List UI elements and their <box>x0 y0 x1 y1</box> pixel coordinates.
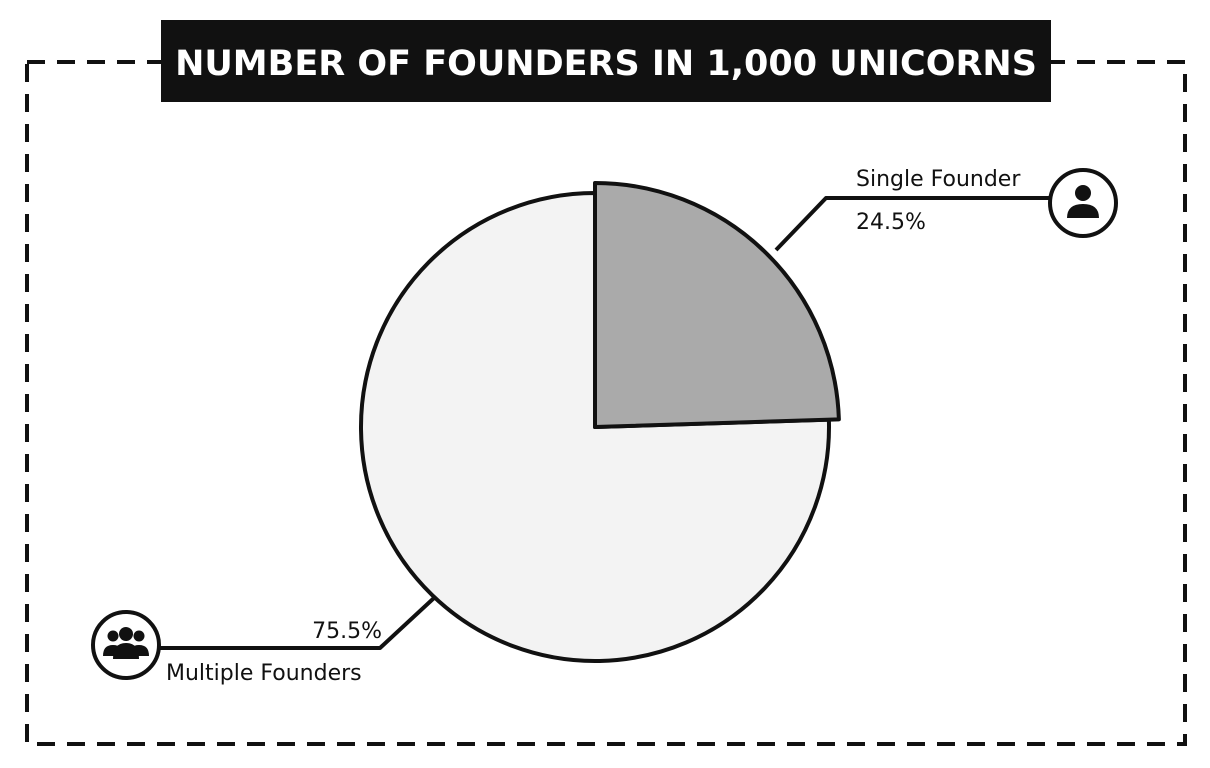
group-icon <box>91 610 161 680</box>
title-banner <box>161 20 1051 102</box>
person-icon <box>1048 168 1118 238</box>
callout-line-multiple-founders <box>160 596 436 650</box>
pie-slices <box>359 181 841 663</box>
chart-title: NUMBER OF FOUNDERS IN 1,000 UNICORNS <box>175 44 1037 84</box>
slice-label-multiple-founders: Multiple Founders <box>166 661 362 686</box>
slice-value-multiple-founders: 75.5% <box>312 619 382 644</box>
slice-label-single-founder: Single Founder <box>856 167 1021 192</box>
pie-slice-single-founder <box>593 181 841 429</box>
slice-value-single-founder: 24.5% <box>856 210 926 235</box>
callout-line-single-founder <box>774 196 1050 252</box>
